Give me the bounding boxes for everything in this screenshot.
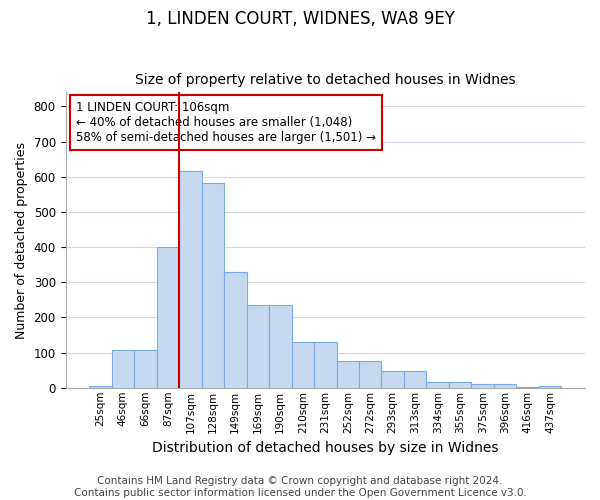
Bar	[494, 384, 517, 388]
Bar	[539, 386, 562, 388]
Bar	[427, 382, 449, 388]
Bar	[179, 171, 202, 388]
Bar	[472, 384, 494, 388]
Bar	[112, 350, 134, 388]
Bar	[359, 362, 382, 388]
Bar	[269, 305, 292, 388]
Bar	[382, 371, 404, 388]
Bar	[517, 386, 539, 388]
Bar	[157, 247, 179, 388]
Y-axis label: Number of detached properties: Number of detached properties	[15, 142, 28, 338]
Bar	[292, 342, 314, 388]
Bar	[224, 272, 247, 388]
Bar	[247, 305, 269, 388]
Bar	[134, 350, 157, 388]
Text: Contains HM Land Registry data © Crown copyright and database right 2024.
Contai: Contains HM Land Registry data © Crown c…	[74, 476, 526, 498]
Bar	[314, 342, 337, 388]
Bar	[89, 386, 112, 388]
Bar	[202, 183, 224, 388]
Text: 1, LINDEN COURT, WIDNES, WA8 9EY: 1, LINDEN COURT, WIDNES, WA8 9EY	[146, 10, 454, 28]
Text: 1 LINDEN COURT: 106sqm
← 40% of detached houses are smaller (1,048)
58% of semi-: 1 LINDEN COURT: 106sqm ← 40% of detached…	[76, 101, 376, 144]
Title: Size of property relative to detached houses in Widnes: Size of property relative to detached ho…	[135, 73, 515, 87]
Bar	[337, 362, 359, 388]
Bar	[404, 371, 427, 388]
Bar	[449, 382, 472, 388]
X-axis label: Distribution of detached houses by size in Widnes: Distribution of detached houses by size …	[152, 441, 499, 455]
